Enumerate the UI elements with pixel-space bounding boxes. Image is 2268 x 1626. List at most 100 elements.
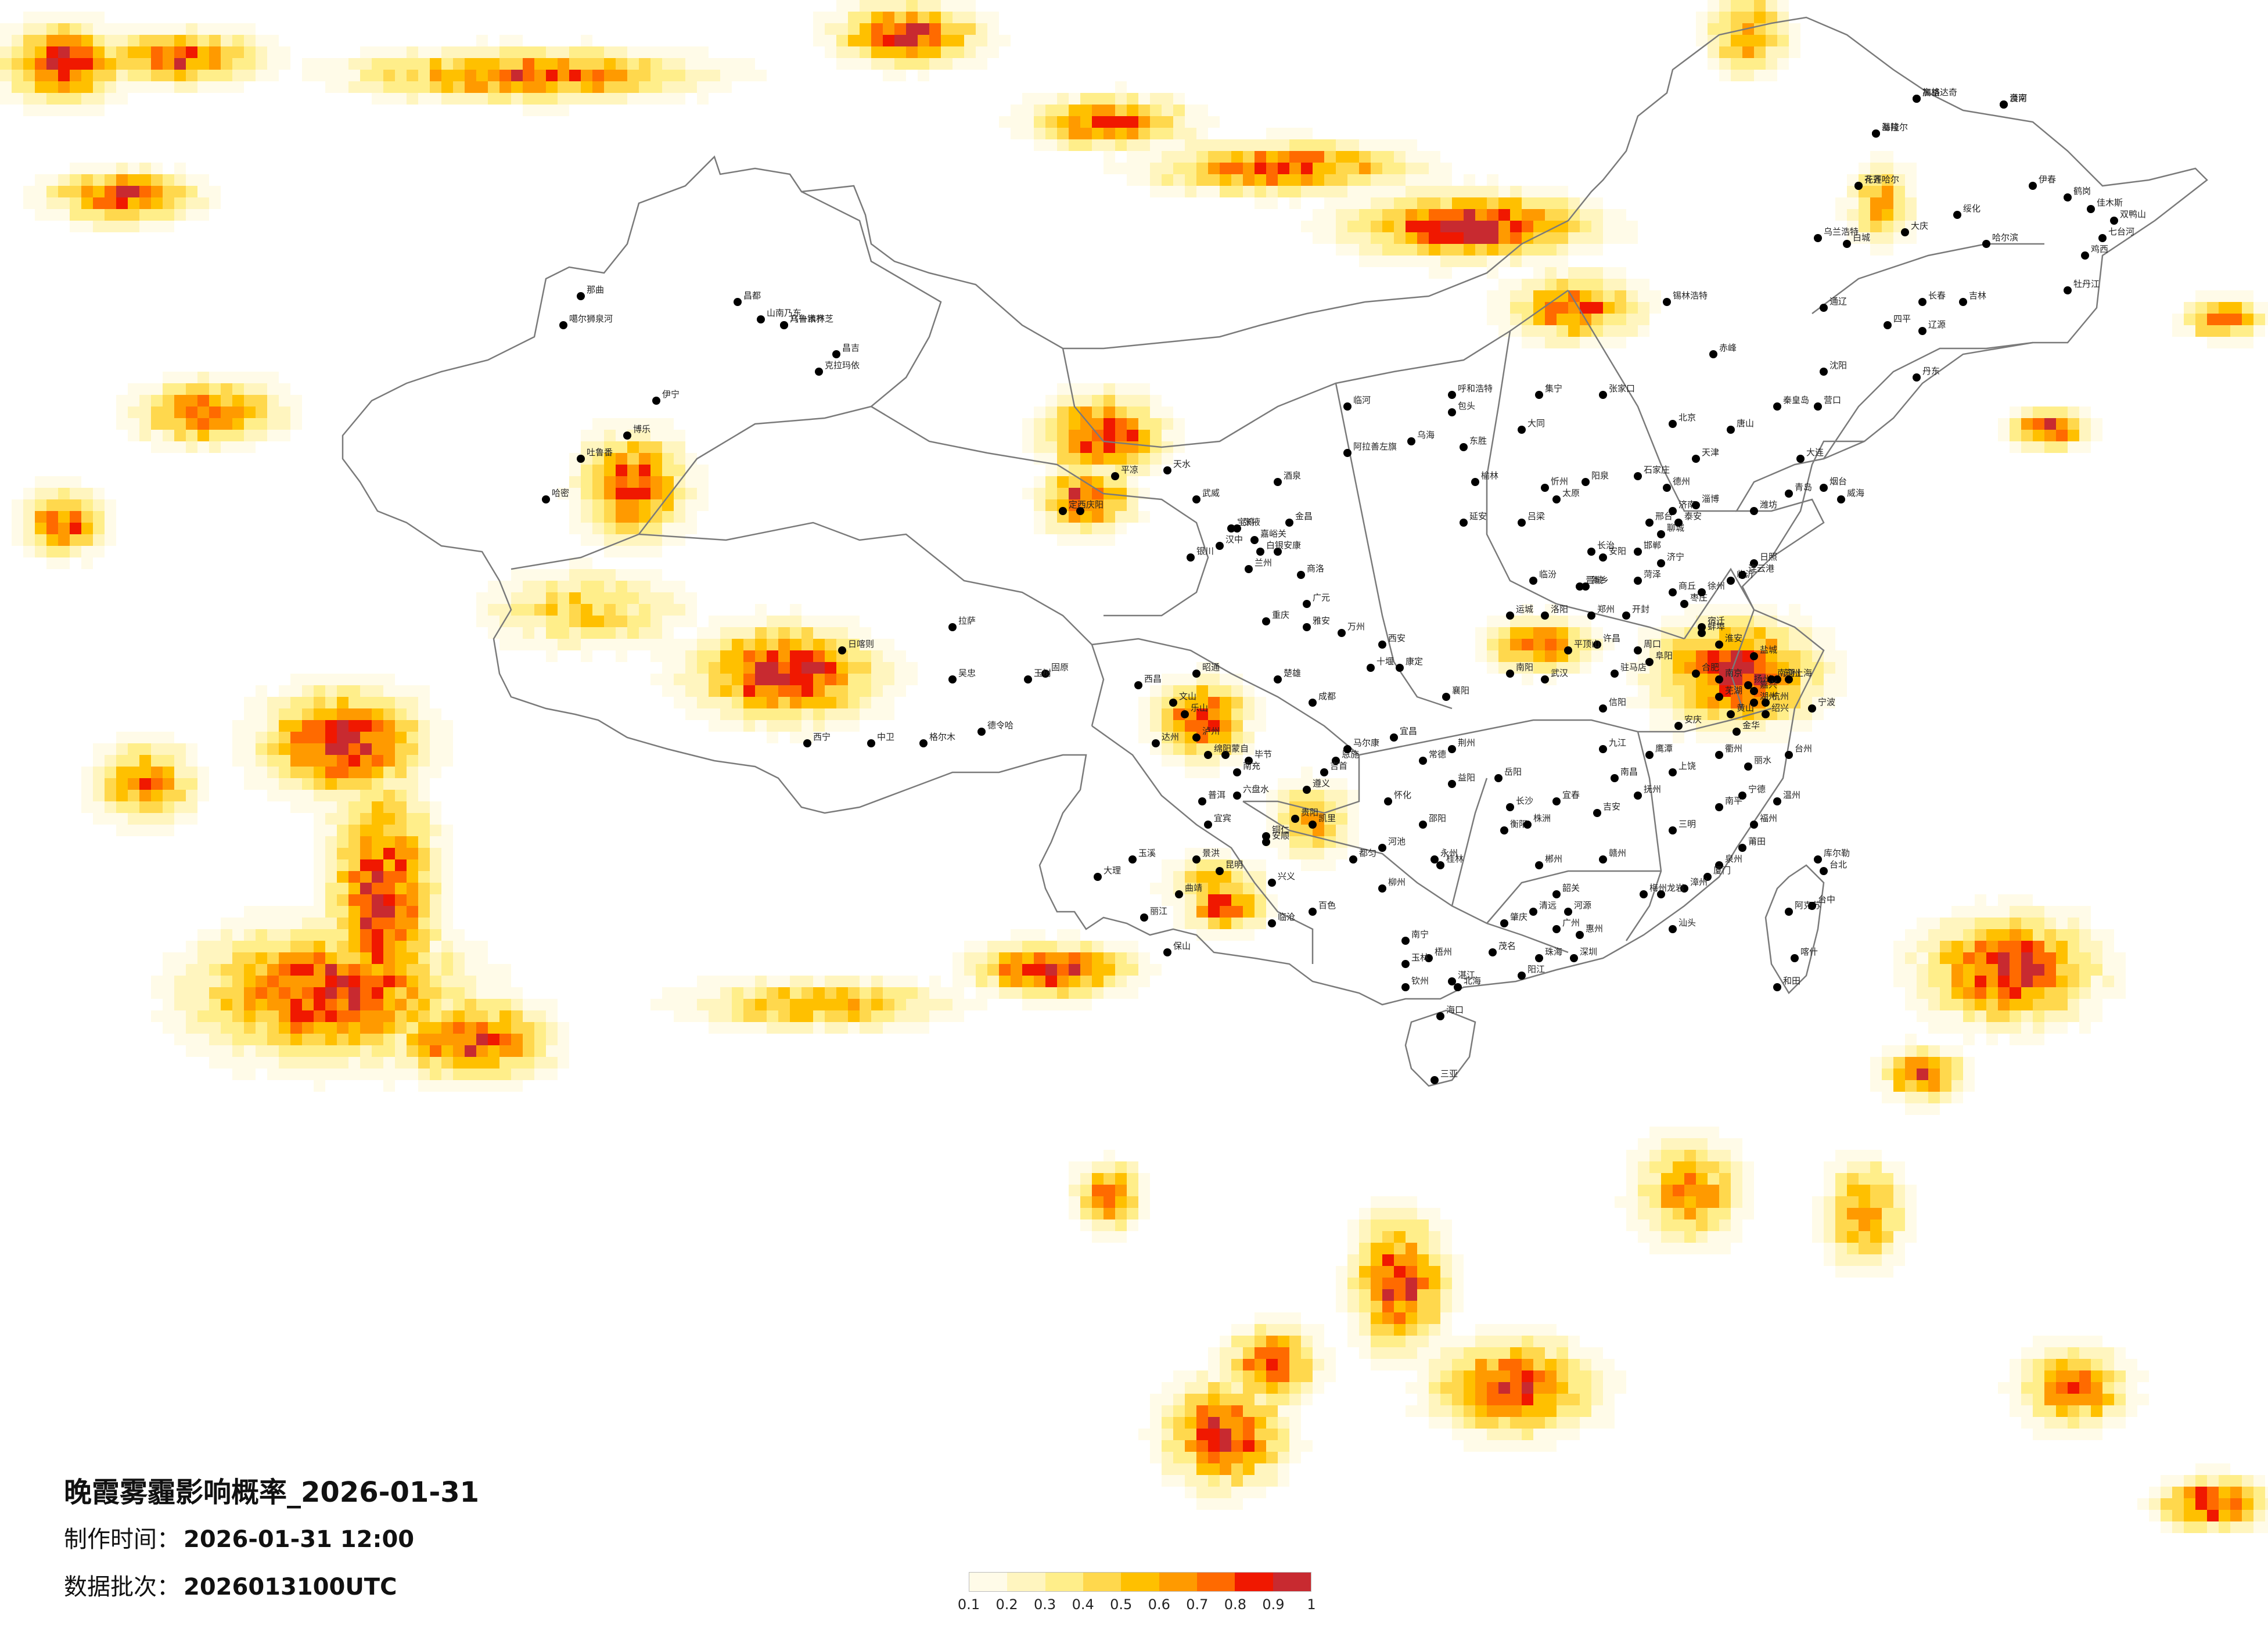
probability-cell (987, 952, 999, 964)
probability-cell (2033, 1347, 2044, 1359)
probability-cell (488, 964, 499, 976)
probability-cell (1150, 93, 1162, 105)
probability-cell (1522, 1347, 1533, 1359)
probability-cell (209, 418, 221, 430)
probability-cell (1580, 662, 1591, 674)
probability-cell (534, 1057, 546, 1069)
probability-cell (2044, 976, 2056, 987)
probability-cell (1789, 604, 1800, 616)
probability-cell (418, 70, 430, 81)
probability-cell (372, 987, 383, 999)
probability-cell (1011, 952, 1022, 964)
probability-cell (929, 23, 941, 35)
probability-cell (383, 848, 395, 859)
probability-cell (314, 1045, 325, 1057)
probability-cell (1545, 627, 1557, 639)
probability-cell (1173, 105, 1185, 116)
probability-cell (1208, 1452, 1220, 1463)
probability-cell (93, 23, 105, 35)
probability-cell (1603, 1394, 1615, 1405)
probability-cell (1289, 1382, 1301, 1394)
probability-cell (337, 743, 348, 755)
probability-cell (314, 767, 325, 778)
probability-cell (116, 46, 128, 58)
probability-cell (279, 790, 290, 801)
probability-cell (2021, 929, 2033, 941)
probability-cell (1638, 325, 1649, 337)
probability-cell (2033, 941, 2044, 952)
probability-cell (755, 1022, 767, 1034)
probability-cell (1731, 1138, 1742, 1150)
probability-cell (1092, 1208, 1104, 1220)
probability-cell (1777, 46, 1789, 58)
probability-cell (871, 685, 883, 697)
probability-cell (116, 197, 128, 209)
city-marker: 吉林 (1959, 290, 1986, 306)
probability-cell (2149, 1498, 2161, 1510)
probability-cell (1208, 139, 1220, 151)
probability-cell (186, 186, 197, 197)
probability-cell (395, 1010, 407, 1022)
probability-cell (1173, 883, 1185, 894)
probability-cell (1278, 128, 1289, 139)
probability-cell (221, 46, 232, 58)
probability-cell (2044, 1394, 2056, 1405)
city-label: 贵阳 (1301, 807, 1318, 818)
probability-cell (1696, 650, 1708, 662)
city-dot (1430, 1076, 1439, 1084)
probability-cell (2207, 1498, 2219, 1510)
probability-cell (1336, 1266, 1347, 1278)
probability-cell (871, 999, 883, 1010)
probability-cell (128, 801, 139, 813)
probability-cell (1022, 441, 1034, 453)
city-label: 台州 (1795, 743, 1812, 754)
city-dot (2098, 234, 2107, 242)
probability-cell (1185, 1394, 1196, 1405)
probability-cell (825, 662, 836, 674)
city-dot (1837, 495, 1845, 503)
probability-cell (1162, 883, 1173, 894)
probability-cell (1464, 221, 1475, 232)
probability-cell (604, 81, 616, 93)
city-label: 淮安 (1725, 633, 1742, 643)
probability-cell (1034, 476, 1045, 488)
city-label: 南阳 (1516, 662, 1533, 672)
probability-cell (465, 81, 476, 93)
probability-cell (325, 697, 337, 708)
probability-cell (418, 894, 430, 906)
probability-cell (302, 801, 314, 813)
probability-cell (93, 546, 105, 557)
probability-cell (1301, 1370, 1313, 1382)
probability-cell (2207, 1463, 2219, 1475)
probability-cell (1464, 1429, 1475, 1440)
city-label: 白城 (1853, 232, 1870, 243)
probability-cell (1928, 976, 1940, 987)
probability-cell (732, 1010, 743, 1022)
probability-cell (430, 929, 441, 941)
probability-cell (488, 1080, 499, 1092)
probability-cell (1359, 244, 1371, 256)
probability-cell (1940, 999, 1951, 1010)
probability-cell (848, 697, 860, 708)
probability-cell (720, 81, 732, 93)
probability-cell (383, 1069, 395, 1080)
city-label: 邢台 (1655, 511, 1673, 521)
probability-cell (314, 941, 325, 952)
probability-cell (1231, 720, 1243, 732)
probability-cell (1661, 697, 1673, 708)
probability-cell (1266, 1394, 1278, 1405)
probability-cell (1417, 209, 1429, 221)
probability-cell (1708, 650, 1719, 662)
probability-cell (209, 406, 221, 418)
probability-cell (232, 1045, 244, 1057)
probability-cell (128, 383, 139, 395)
probability-cell (2207, 290, 2219, 302)
city-marker: 南平 (1715, 796, 1742, 811)
probability-cell (1359, 1278, 1371, 1289)
probability-cell (139, 743, 151, 755)
probability-cell (453, 929, 465, 941)
probability-cell (1208, 1347, 1220, 1359)
probability-cell (1104, 151, 1115, 163)
probability-cell (418, 801, 430, 813)
probability-cell (1742, 58, 1754, 70)
